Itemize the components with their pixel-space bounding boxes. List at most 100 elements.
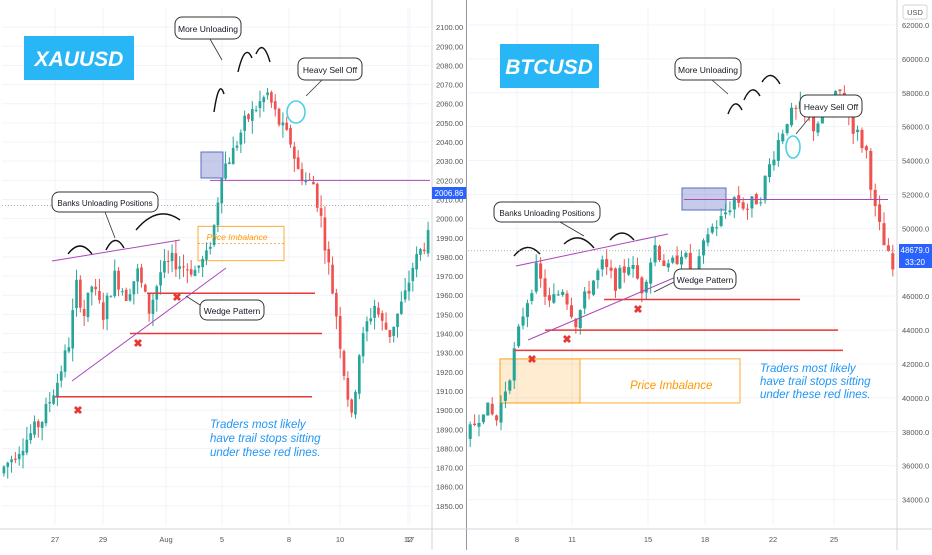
upper-trendline	[51, 239, 181, 262]
candle-body	[231, 147, 235, 165]
candle-body	[864, 146, 868, 151]
candle-body	[882, 223, 886, 246]
unloading-arc	[213, 88, 225, 113]
btc-countdown-label: 33:20	[905, 258, 926, 267]
xau-note-line-3: under these red lines.	[210, 447, 321, 459]
candle-body	[556, 294, 560, 296]
candle-body	[860, 129, 864, 149]
wedge-pattern-callout	[199, 299, 265, 321]
y-tick-label: 1900.00	[436, 406, 463, 415]
candle-body	[189, 269, 193, 275]
candle-body	[197, 265, 201, 268]
candle-body	[776, 140, 780, 161]
candle-body	[2, 466, 6, 474]
candle-body	[856, 129, 860, 133]
candle-body	[772, 159, 776, 166]
candle-body	[666, 263, 670, 268]
unloading-arc	[513, 246, 541, 257]
candle-body	[583, 291, 587, 309]
btc-wedge-pattern-text: Wedge Pattern	[677, 275, 734, 285]
candle-body	[216, 202, 220, 226]
y-tick-label: 50000.0	[902, 224, 929, 233]
xau-last-price-label: 2006.86	[435, 189, 464, 198]
x-tick-label: 22	[769, 535, 777, 544]
btcusd-symbol-label: BTCUSD	[505, 56, 593, 79]
candle-body	[113, 270, 117, 297]
candle-body	[785, 124, 789, 134]
candle-body	[547, 295, 551, 301]
candle-body	[644, 281, 648, 293]
candle-body	[403, 290, 407, 300]
y-tick-label: 62000.0	[902, 21, 929, 30]
candle-body	[512, 348, 516, 381]
btc-wedge-pattern-callout	[673, 268, 737, 290]
candle-body	[17, 453, 21, 460]
candle-body	[277, 108, 281, 125]
upper-trendline	[515, 233, 669, 267]
candle-body	[710, 226, 714, 233]
y-tick-label: 40000.0	[902, 394, 929, 403]
heavy-sell-off-pointer	[305, 79, 323, 97]
more-unloading-text: More Unloading	[178, 24, 238, 34]
currency-label: USD	[907, 8, 923, 17]
heavy-sell-off-text: Heavy Sell Off	[303, 65, 358, 75]
candle-body	[396, 313, 399, 328]
y-tick-label: 1940.00	[436, 330, 463, 339]
candle-body	[473, 423, 477, 426]
candle-body	[220, 178, 224, 204]
y-tick-label: 1880.00	[436, 444, 463, 453]
candle-body	[273, 101, 277, 110]
candle-body	[508, 380, 512, 391]
banks-unloading-text: Banks Unloading Positions	[57, 199, 152, 208]
y-tick-label: 1980.00	[436, 253, 463, 262]
candle-body	[561, 291, 565, 295]
candle-body	[201, 258, 204, 268]
x-marker: ✖	[562, 334, 571, 346]
candle-body	[235, 145, 239, 148]
candle-body	[90, 286, 94, 293]
candle-body	[338, 316, 342, 349]
candle-body	[312, 181, 315, 185]
candle-body	[105, 295, 109, 320]
candle-body	[534, 262, 538, 292]
candle-body	[503, 391, 507, 401]
candle-body	[327, 248, 331, 263]
candle-body	[101, 302, 105, 320]
candle-body	[6, 462, 10, 467]
y-tick-label: 1930.00	[436, 349, 463, 358]
y-tick-label: 1870.00	[436, 464, 463, 473]
x-tick-label: 15	[644, 535, 652, 544]
candle-body	[649, 262, 653, 284]
y-tick-label: 52000.0	[902, 190, 929, 199]
candle-body	[208, 246, 212, 249]
y-tick-label: 36000.0	[902, 462, 929, 471]
candle-body	[891, 253, 895, 270]
more-unloading-callout	[174, 16, 242, 40]
candle-body	[400, 301, 403, 314]
unloading-arc	[237, 51, 253, 73]
candle-body	[671, 257, 675, 263]
candle-body	[335, 292, 338, 317]
candle-body	[117, 270, 120, 290]
candle-body	[377, 307, 380, 315]
candle-body	[121, 291, 124, 293]
candle-body	[48, 402, 52, 404]
currency-badge[interactable]	[902, 4, 928, 20]
btc-countdown-tag	[899, 256, 932, 268]
y-tick-label: 1970.00	[436, 272, 463, 281]
candle-body	[679, 256, 684, 265]
candle-body	[258, 101, 262, 109]
btc-last-price-label: 48679.0	[901, 246, 930, 255]
candle-body	[174, 253, 178, 270]
candle-body	[243, 115, 246, 131]
candle-body	[618, 267, 622, 289]
candle-body	[411, 267, 415, 282]
candle-body	[591, 280, 595, 295]
y-tick-label: 2060.00	[436, 100, 463, 109]
btcusd-symbol-badge	[500, 44, 599, 88]
btc-more-unloading-pointer	[711, 79, 729, 95]
candle-body	[517, 326, 521, 347]
candle-body	[688, 252, 692, 272]
x-tick-label: 17	[406, 535, 414, 544]
candle-body	[715, 227, 719, 229]
